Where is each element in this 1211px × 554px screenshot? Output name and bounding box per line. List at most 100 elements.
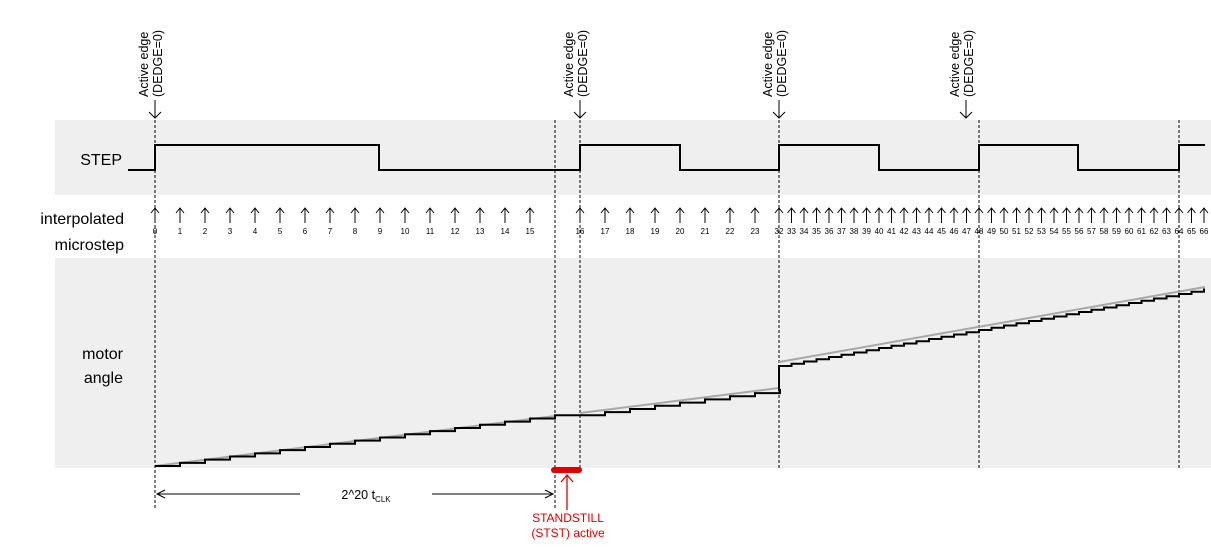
microstep-number: 1 — [178, 227, 183, 236]
microstep-number: 54 — [1050, 227, 1059, 236]
microstep-arrow — [425, 207, 435, 223]
motor-angle-band — [55, 258, 1211, 468]
svg-text:Active edge: Active edge — [761, 32, 775, 97]
microstep-number: 42 — [900, 227, 909, 236]
microstep-arrow — [849, 207, 859, 223]
microstep-number: 7 — [328, 227, 333, 236]
microstep-number: 4 — [253, 227, 258, 236]
svg-text:Active edge: Active edge — [137, 32, 151, 97]
microstep-arrow — [1137, 207, 1146, 223]
standstill-label-line1: STANDSTILL — [532, 511, 604, 525]
microstep-number: 58 — [1100, 227, 1109, 236]
microstep-arrow — [899, 207, 909, 223]
active-edge-marker-1: Active edge (DEDGE=0) — [137, 30, 165, 119]
microstep-arrow — [400, 207, 410, 223]
microstep-number: 46 — [950, 227, 959, 236]
microstep-number: 5 — [278, 227, 283, 236]
microstep-arrow — [812, 207, 821, 223]
reference-lines — [154, 120, 1180, 510]
microstep-number: 53 — [1037, 227, 1046, 236]
microstep-number: 39 — [862, 227, 871, 236]
microstep-arrow — [862, 207, 871, 223]
microstep-arrow — [837, 207, 846, 223]
microstep-number: 14 — [501, 227, 510, 236]
timer-dimension: 2^20 tCLK — [155, 470, 556, 510]
microstep-number: 34 — [800, 227, 809, 236]
microstep-arrow — [600, 207, 610, 223]
microstep-number: 20 — [676, 227, 685, 236]
microstep-number: 23 — [751, 227, 760, 236]
microstep-arrow — [675, 207, 685, 223]
microstep-number: 55 — [1062, 227, 1071, 236]
microstep-arrow — [824, 207, 834, 223]
microstep-label-line1: interpolated — [40, 211, 124, 228]
microstep-number: 9 — [378, 227, 383, 236]
microstep-arrow — [350, 207, 360, 223]
microstep-number: 19 — [651, 227, 660, 236]
microstep-number: 36 — [825, 227, 834, 236]
microstep-arrow — [1012, 207, 1021, 223]
standstill-indicator: STANDSTILL (STST) active — [531, 467, 605, 540]
microstep-arrow — [475, 207, 485, 223]
microstep-number: 2 — [203, 227, 208, 236]
microstep-number: 66 — [1200, 227, 1209, 236]
microstep-arrow — [774, 207, 784, 223]
microstep-number: 35 — [812, 227, 821, 236]
microstep-number: 22 — [726, 227, 735, 236]
microstep-number: 12 — [451, 227, 460, 236]
svg-text:(DEDGE=0): (DEDGE=0) — [576, 30, 590, 97]
microstep-arrow — [787, 207, 796, 223]
microstep-arrow — [887, 207, 896, 223]
microstep-arrow — [250, 207, 260, 223]
microstep-number: 10 — [401, 227, 410, 236]
microstep-number: 50 — [1000, 227, 1009, 236]
microstep-ticks: 0 1 2 3 4 5 6 7 8 9 10 11 12 13 14 15 16 17 18 19 20 21 22 23 32… — [150, 207, 1209, 236]
active-edge-marker-4: Active edge (DEDGE=0) — [948, 30, 976, 119]
microstep-arrow — [300, 207, 310, 223]
microstep-arrow — [375, 207, 385, 223]
microstep-arrow — [700, 207, 710, 223]
microstep-number: 41 — [887, 227, 896, 236]
microstep-number: 49 — [987, 227, 996, 236]
standstill-label-line2: (STST) active — [531, 526, 605, 540]
motor-angle-staircase — [155, 288, 1205, 467]
microstep-number: 60 — [1125, 227, 1134, 236]
microstep-number: 15 — [526, 227, 535, 236]
motor-angle-label-line1: motor — [82, 346, 124, 363]
microstep-number: 61 — [1137, 227, 1146, 236]
microstep-number: 48 — [975, 227, 984, 236]
microstep-number: 0 — [153, 227, 158, 236]
microstep-number: 6 — [303, 227, 308, 236]
microstep-arrow — [650, 207, 660, 223]
microstep-arrow — [799, 207, 809, 223]
svg-text:(DEDGE=0): (DEDGE=0) — [151, 30, 165, 97]
microstep-arrow — [1187, 207, 1196, 223]
microstep-arrow — [874, 207, 884, 223]
microstep-number: 17 — [601, 227, 610, 236]
microstep-number: 40 — [875, 227, 884, 236]
microstep-arrow — [750, 207, 760, 223]
microstep-number: 21 — [701, 227, 710, 236]
step-label: STEP — [80, 152, 122, 169]
microstep-arrow — [924, 207, 934, 223]
motor-angle-label-line2: angle — [84, 370, 123, 387]
microstep-number: 47 — [962, 227, 971, 236]
microstep-arrow — [1112, 207, 1121, 223]
microstep-arrow — [1162, 207, 1171, 223]
microstep-number: 63 — [1162, 227, 1171, 236]
svg-text:(DEDGE=0): (DEDGE=0) — [775, 30, 789, 97]
motor-angle-trace — [154, 286, 1206, 467]
microstep-arrow — [1174, 207, 1184, 223]
microstep-arrow — [974, 207, 984, 223]
microstep-arrow — [225, 207, 235, 223]
microstep-arrow — [1049, 207, 1059, 223]
microstep-arrow — [912, 207, 921, 223]
microstep-arrow — [1199, 207, 1209, 223]
microstep-number: 33 — [787, 227, 796, 236]
microstep-number: 59 — [1112, 227, 1121, 236]
microstep-arrow — [725, 207, 735, 223]
microstep-number: 37 — [837, 227, 846, 236]
svg-text:(DEDGE=0): (DEDGE=0) — [962, 30, 976, 97]
microstep-arrow — [150, 207, 160, 223]
